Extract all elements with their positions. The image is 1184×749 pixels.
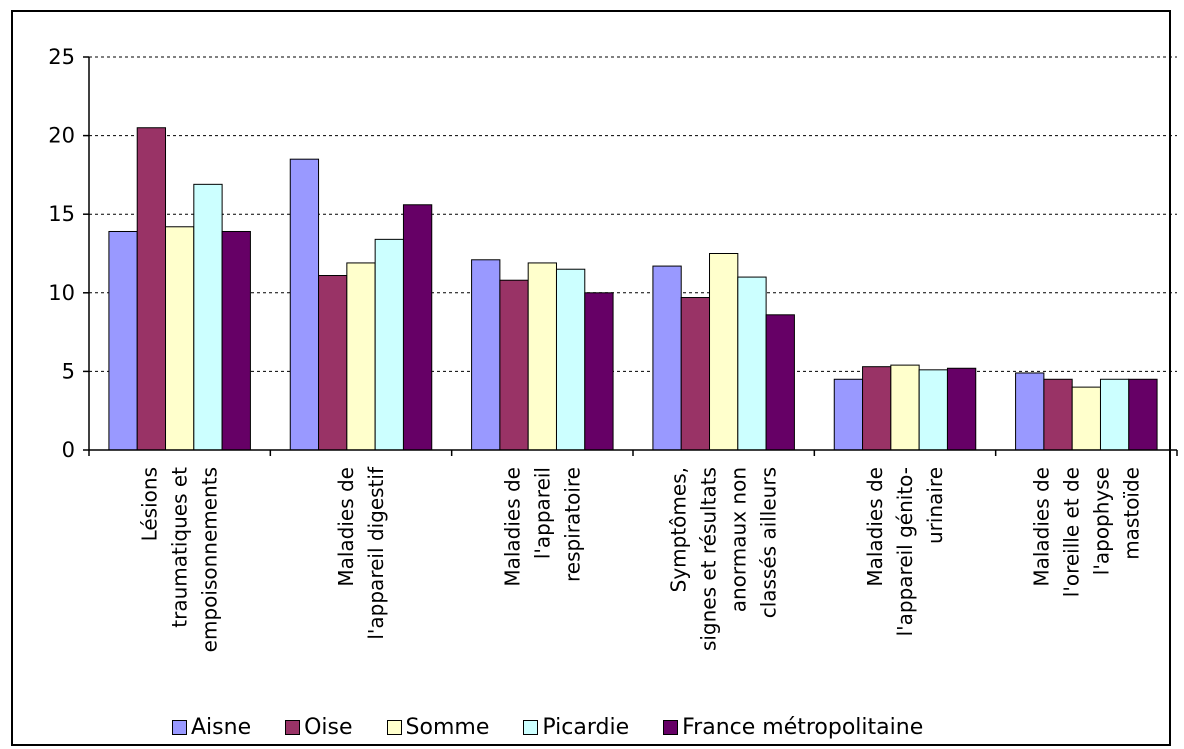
y-tick-label: 10 <box>48 281 75 305</box>
category-label-line: l'apophyse <box>1089 467 1113 575</box>
bar <box>374 238 404 451</box>
category-label-line: Lésions <box>138 467 162 541</box>
bar <box>555 268 586 451</box>
bar <box>221 230 251 451</box>
legend-label: Somme <box>405 714 490 740</box>
category-label: Maladies de l'appareil respiratoire <box>500 467 584 587</box>
legend-swatch <box>663 719 679 735</box>
legend-label: Picardie <box>542 714 630 740</box>
bar <box>765 314 795 451</box>
category-label-line: anormaux non <box>727 467 751 612</box>
y-tick-label: 20 <box>48 124 75 148</box>
bar-chart: 0 5 10 15 20 25 Lésions traumatiques et empoison… <box>48 45 1178 652</box>
bar <box>499 279 529 451</box>
category-label-line: l'appareil génito- <box>893 467 917 636</box>
legend-label: France métropolitaine <box>682 714 924 740</box>
category-label-line: Maladies de <box>1029 467 1053 587</box>
bar <box>1043 378 1073 451</box>
legend-item: Somme <box>386 714 490 740</box>
bar <box>862 366 892 451</box>
category-label-line: l'appareil digestif <box>364 466 388 640</box>
bar <box>709 253 739 451</box>
bar <box>584 292 614 451</box>
category-label-line: mastoïde <box>1119 467 1143 560</box>
category-label-line: Maladies de <box>863 467 887 587</box>
bar <box>136 127 167 451</box>
y-tick-label: 25 <box>48 45 75 69</box>
category-label: Lésions traumatiques et empoisonnements <box>138 467 222 652</box>
category-label-line: urinaire <box>923 467 947 544</box>
category-label-line: Maladies de <box>500 467 524 587</box>
bar <box>918 369 948 451</box>
bar <box>193 183 223 451</box>
legend-item: France métropolitaine <box>663 715 923 740</box>
bar <box>946 367 977 451</box>
legend-swatch <box>285 719 301 735</box>
y-tick-label: 15 <box>48 202 75 226</box>
bar <box>890 364 920 451</box>
legend-label: Aisne <box>191 714 252 740</box>
legend-item: Oise <box>285 714 353 740</box>
bar <box>346 262 376 451</box>
category-label-line: respiratoire <box>560 467 584 582</box>
bar <box>471 259 501 451</box>
category-label: Symptômes, signes et résultats anormaux no… <box>667 467 781 651</box>
bar <box>1099 378 1130 451</box>
bar <box>108 230 138 451</box>
category-label-line: l'appareil <box>530 467 554 559</box>
legend-item: Aisne <box>172 715 251 740</box>
bar <box>737 276 767 451</box>
bar <box>652 265 682 451</box>
bar <box>833 378 864 451</box>
category-label-line: l'oreille et de <box>1059 467 1083 597</box>
category-label-line: Maladies de <box>334 467 358 587</box>
category-label: Maladies de l'appareil digestif <box>334 466 388 640</box>
category-label-line: classés ailleurs <box>757 467 781 618</box>
legend-swatch <box>523 719 539 735</box>
category-label: Maladies de l'oreille et de l'apophyse mast… <box>1029 467 1143 597</box>
category-label-line: traumatiques et <box>168 467 192 628</box>
bar <box>289 158 320 451</box>
bar <box>402 204 433 451</box>
legend-item: Picardie <box>523 715 629 740</box>
y-tick-label: 0 <box>62 438 75 462</box>
bar <box>527 262 557 451</box>
legend-label: Oise <box>304 714 353 740</box>
bar <box>165 226 195 451</box>
category-label: Maladies de l'appareil génito-urinaire <box>863 467 947 636</box>
category-label-line: Symptômes, <box>667 467 691 592</box>
bar <box>680 297 711 451</box>
bar <box>318 275 348 451</box>
legend: Aisne Oise Somme Picardie France métropolita… <box>172 712 923 742</box>
category-label-line: empoisonnements <box>198 467 222 652</box>
legend-swatch <box>172 719 187 735</box>
bar <box>1071 386 1101 451</box>
category-label-line: signes et résultats <box>697 467 721 651</box>
bar <box>1015 372 1045 451</box>
y-tick-label: 5 <box>62 359 75 383</box>
bar <box>1128 378 1158 451</box>
legend-swatch <box>386 719 402 735</box>
